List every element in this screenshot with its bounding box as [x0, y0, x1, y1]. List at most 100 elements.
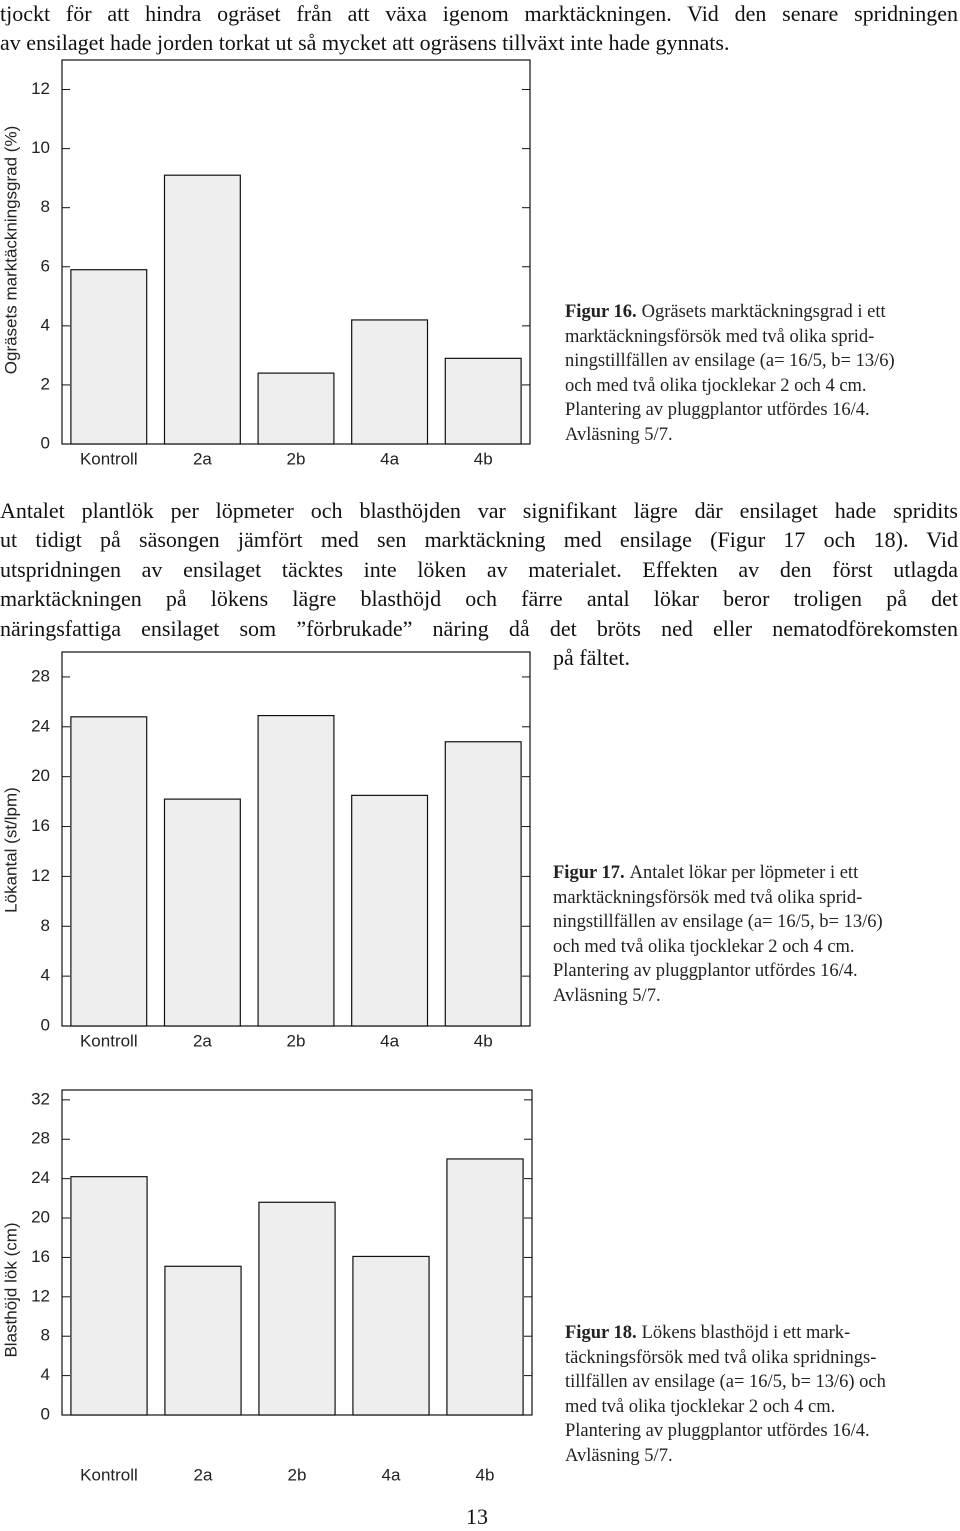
y-tick-label: 0: [41, 1404, 50, 1423]
y-tick-label: 4: [41, 966, 50, 985]
bar: [70, 716, 148, 1027]
y-tick-label: 12: [31, 79, 50, 98]
text-line: Antalet plantlök per löpmeter och blasth…: [0, 498, 958, 523]
caption-text: Plantering av pluggplantor utfördes 16/4…: [565, 400, 870, 420]
caption-line: Plantering av pluggplantor utfördes 16/4…: [565, 398, 870, 423]
caption-text: Ogräsets marktäckningsgrad i ett: [641, 302, 886, 322]
caption-text: Avläsning 5/7.: [553, 985, 661, 1006]
caption-label: Figur 17.: [553, 863, 625, 883]
caption-text: marktäckningsförsök med två olika sprid-: [553, 887, 863, 908]
y-tick-label: 8: [41, 197, 50, 216]
caption-text: Plantering av pluggplantor utfördes 16/4…: [565, 1421, 870, 1441]
x-tick-label: 2b: [287, 449, 306, 468]
page-number: 13: [466, 1504, 488, 1529]
x-tick-label: 2a: [194, 1465, 213, 1484]
caption-text: Plantering av pluggplantor utfördes 16/4…: [553, 961, 858, 981]
y-tick-label: 32: [31, 1089, 50, 1108]
bar: [258, 1201, 336, 1416]
caption-line: marktäckningsförsök med två olika sprid-: [565, 325, 874, 350]
y-tick-label: 12: [31, 1286, 50, 1305]
caption-text: med två olika tjocklekar 2 och 4 cm.: [565, 1396, 836, 1417]
caption-text: Antalet lökar per löpmeter i ett: [629, 863, 859, 883]
caption-line: Avläsning 5/7.: [553, 984, 661, 1009]
bar: [351, 319, 429, 445]
x-tick-label: 2a: [193, 449, 212, 468]
caption-text: ningstillfällen av ensilage (a= 16/5, b=…: [553, 912, 883, 932]
bar: [163, 798, 241, 1027]
caption-line: med två olika tjocklekar 2 och 4 cm.: [565, 1395, 835, 1420]
y-tick-label: 8: [41, 1326, 50, 1345]
x-tick-label: 2b: [287, 1031, 306, 1050]
bar: [70, 1176, 148, 1416]
y-axis-label: Ogräsets marktäckningsgrad (%): [1, 126, 20, 374]
bar: [257, 372, 335, 445]
x-tick-label: 4a: [382, 1465, 401, 1484]
caption-line: ningstillfällen av ensilage (a= 16/5, b=…: [565, 349, 895, 374]
caption-line: Plantering av pluggplantor utfördes 16/4…: [553, 959, 858, 984]
y-tick-label: 6: [41, 256, 50, 275]
caption-text: Avläsning 5/7.: [565, 1445, 673, 1466]
caption-text: täckningsförsök med två olika spridnings…: [565, 1347, 877, 1368]
caption-line: ningstillfällen av ensilage (a= 16/5, b=…: [553, 910, 883, 935]
caption-text: ningstillfällen av ensilage (a= 16/5, b=…: [565, 351, 895, 371]
y-tick-label: 20: [31, 1208, 50, 1227]
y-tick-label: 20: [31, 766, 50, 785]
caption-text: Avläsning 5/7.: [565, 424, 673, 445]
y-tick-label: 28: [31, 1129, 50, 1148]
bar: [164, 1265, 242, 1416]
x-tick-label: Kontroll: [80, 449, 138, 468]
x-tick-label: 4b: [474, 449, 493, 468]
bar: [444, 357, 522, 445]
text-line: ut tidigt på säsongen jämfört med sen ma…: [0, 527, 958, 553]
caption-text: och med två olika tjocklekar 2 och 4 cm.: [565, 375, 867, 396]
y-tick-label: 2: [41, 374, 50, 393]
bar: [444, 741, 522, 1027]
y-tick-label: 24: [31, 1168, 50, 1187]
caption-line: marktäckningsförsök med två olika sprid-: [553, 886, 862, 911]
caption-line: täckningsförsök med två olika spridnings…: [565, 1346, 876, 1371]
y-tick-label: 24: [31, 716, 50, 735]
y-tick-label: 0: [41, 1015, 50, 1034]
caption-text: tillfällen av ensilage (a= 16/5, b= 13/6…: [565, 1372, 886, 1392]
text-line: näringsfattiga ensilaget som ”förbrukade…: [0, 615, 958, 641]
y-tick-label: 16: [31, 1247, 50, 1266]
caption-line: Avläsning 5/7.: [565, 423, 673, 448]
bar-chart: 0 4 8 12 16 20 24 28 Kontroll 2a 2b 4a 4b Lökantal (s…: [1, 651, 531, 1050]
bar: [163, 174, 241, 445]
x-tick-label: 2b: [288, 1465, 307, 1484]
x-tick-label: Kontroll: [80, 1031, 138, 1050]
bar: [70, 269, 148, 445]
bar-chart: 0 4 8 12 16 20 24 28 32 Kontroll 2a 2b 4a 4b Blasthöjd…: [1, 1089, 533, 1484]
caption-line: Figur 18. Lökens blasthöjd i ett mark-: [565, 1321, 850, 1346]
text-line: tjockt för att hindra ogräset från att v…: [0, 1, 958, 26]
text-line: av ensilaget hade jorden torkat ut så my…: [0, 30, 730, 55]
y-axis-label: Lökantal (st/lpm): [1, 787, 20, 913]
y-tick-label: 28: [31, 666, 50, 685]
x-tick-label: 4b: [474, 1031, 493, 1050]
caption-text: Lökens blasthöjd i ett mark-: [641, 1323, 851, 1343]
x-tick-label: 4a: [380, 1031, 399, 1050]
caption-line: Avläsning 5/7.: [565, 1444, 673, 1469]
caption-text: marktäckningsförsök med två olika sprid-: [565, 326, 875, 347]
y-tick-label: 0: [41, 433, 50, 452]
bar: [257, 714, 335, 1027]
text-line: utspridningen av ensilaget täcktes inte …: [0, 556, 958, 582]
bar: [446, 1158, 524, 1416]
caption-line: tillfällen av ensilage (a= 16/5, b= 13/6…: [565, 1370, 886, 1395]
y-tick-label: 4: [41, 315, 50, 334]
y-tick-label: 12: [31, 866, 50, 885]
text-line: marktäckningen på lökens lägre blasthöjd…: [0, 586, 958, 612]
x-tick-label: Kontroll: [80, 1465, 138, 1484]
y-tick-label: 4: [41, 1365, 50, 1384]
y-tick-label: 16: [31, 816, 50, 835]
text-line: på fältet.: [553, 645, 630, 670]
caption-line: Plantering av pluggplantor utfördes 16/4…: [565, 1419, 870, 1444]
bar: [351, 794, 429, 1027]
y-axis-label: Blasthöjd lök (cm): [1, 1222, 20, 1357]
caption-label: Figur 16.: [565, 302, 637, 322]
y-tick-label: 8: [41, 916, 50, 935]
caption-line: Figur 16. Ogräsets marktäckningsgrad i et…: [565, 300, 886, 325]
x-tick-label: 4b: [476, 1465, 495, 1484]
